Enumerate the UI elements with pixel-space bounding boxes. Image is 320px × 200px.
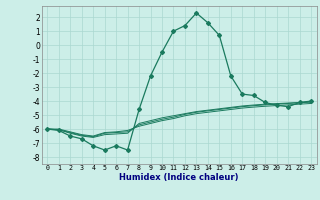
X-axis label: Humidex (Indice chaleur): Humidex (Indice chaleur)	[119, 173, 239, 182]
